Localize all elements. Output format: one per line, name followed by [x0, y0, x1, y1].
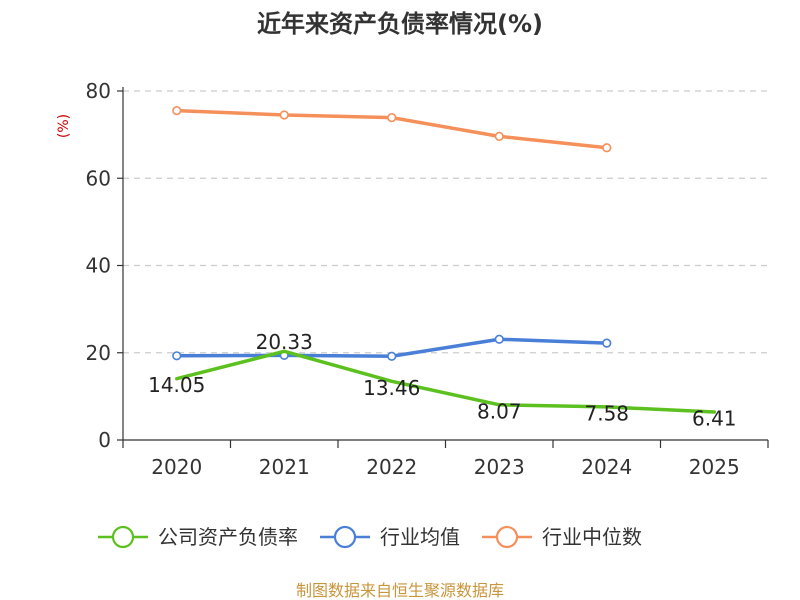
data-labels: 14.05 20.33 13.46 8.07 7.58 6.41 [148, 330, 736, 431]
legend-label: 公司资产负债率 [158, 525, 298, 549]
data-label: 7.58 [584, 401, 629, 425]
x-tick-label: 2022 [366, 455, 417, 479]
legend[interactable]: 公司资产负债率 行业均值 行业中位数 [98, 525, 642, 549]
data-point[interactable] [172, 351, 182, 361]
y-axis-unit: (%) [56, 114, 72, 138]
legend-item-1[interactable]: 行业均值 [320, 525, 460, 549]
data-point[interactable] [602, 338, 612, 348]
legend-item-0[interactable]: 公司资产负债率 [98, 525, 298, 549]
axes: 0 20 40 60 80 2020 2021 2022 2023 2024 2025 [86, 79, 769, 479]
chart-title: 近年来资产负债率情况(%) [257, 10, 543, 38]
grid [123, 90, 768, 354]
y-tick-label: 0 [98, 428, 111, 452]
y-tick-label: 20 [86, 341, 111, 365]
data-label: 20.33 [256, 330, 313, 354]
legend-item-2[interactable]: 行业中位数 [482, 525, 642, 549]
series-0 [175, 349, 716, 414]
series-layer [172, 106, 716, 414]
data-label: 8.07 [477, 399, 522, 423]
data-point[interactable] [602, 143, 612, 153]
series-2 [172, 106, 612, 153]
y-tick-label: 40 [86, 254, 111, 278]
series-line [175, 349, 716, 414]
legend-marker [333, 525, 357, 549]
data-point[interactable] [172, 106, 182, 116]
legend-label: 行业中位数 [542, 525, 642, 549]
series-1 [172, 334, 612, 361]
legend-marker [111, 525, 135, 549]
data-point[interactable] [387, 351, 397, 361]
x-tick-label: 2024 [581, 455, 632, 479]
data-point[interactable] [279, 110, 289, 120]
source-note: 制图数据来自恒生聚源数据库 [296, 581, 504, 600]
data-point[interactable] [387, 113, 397, 123]
data-label: 13.46 [363, 376, 420, 400]
x-tick-label: 2021 [259, 455, 310, 479]
x-tick-label: 2023 [474, 455, 525, 479]
x-tick-label: 2020 [151, 455, 202, 479]
data-label: 14.05 [148, 373, 205, 397]
y-tick-label: 60 [86, 166, 111, 190]
y-tick-label: 80 [86, 79, 111, 103]
legend-label: 行业均值 [380, 525, 460, 549]
data-point[interactable] [494, 131, 504, 141]
data-label: 6.41 [692, 407, 737, 431]
legend-marker [495, 525, 519, 549]
data-point[interactable] [494, 334, 504, 344]
x-tick-label: 2025 [689, 455, 740, 479]
